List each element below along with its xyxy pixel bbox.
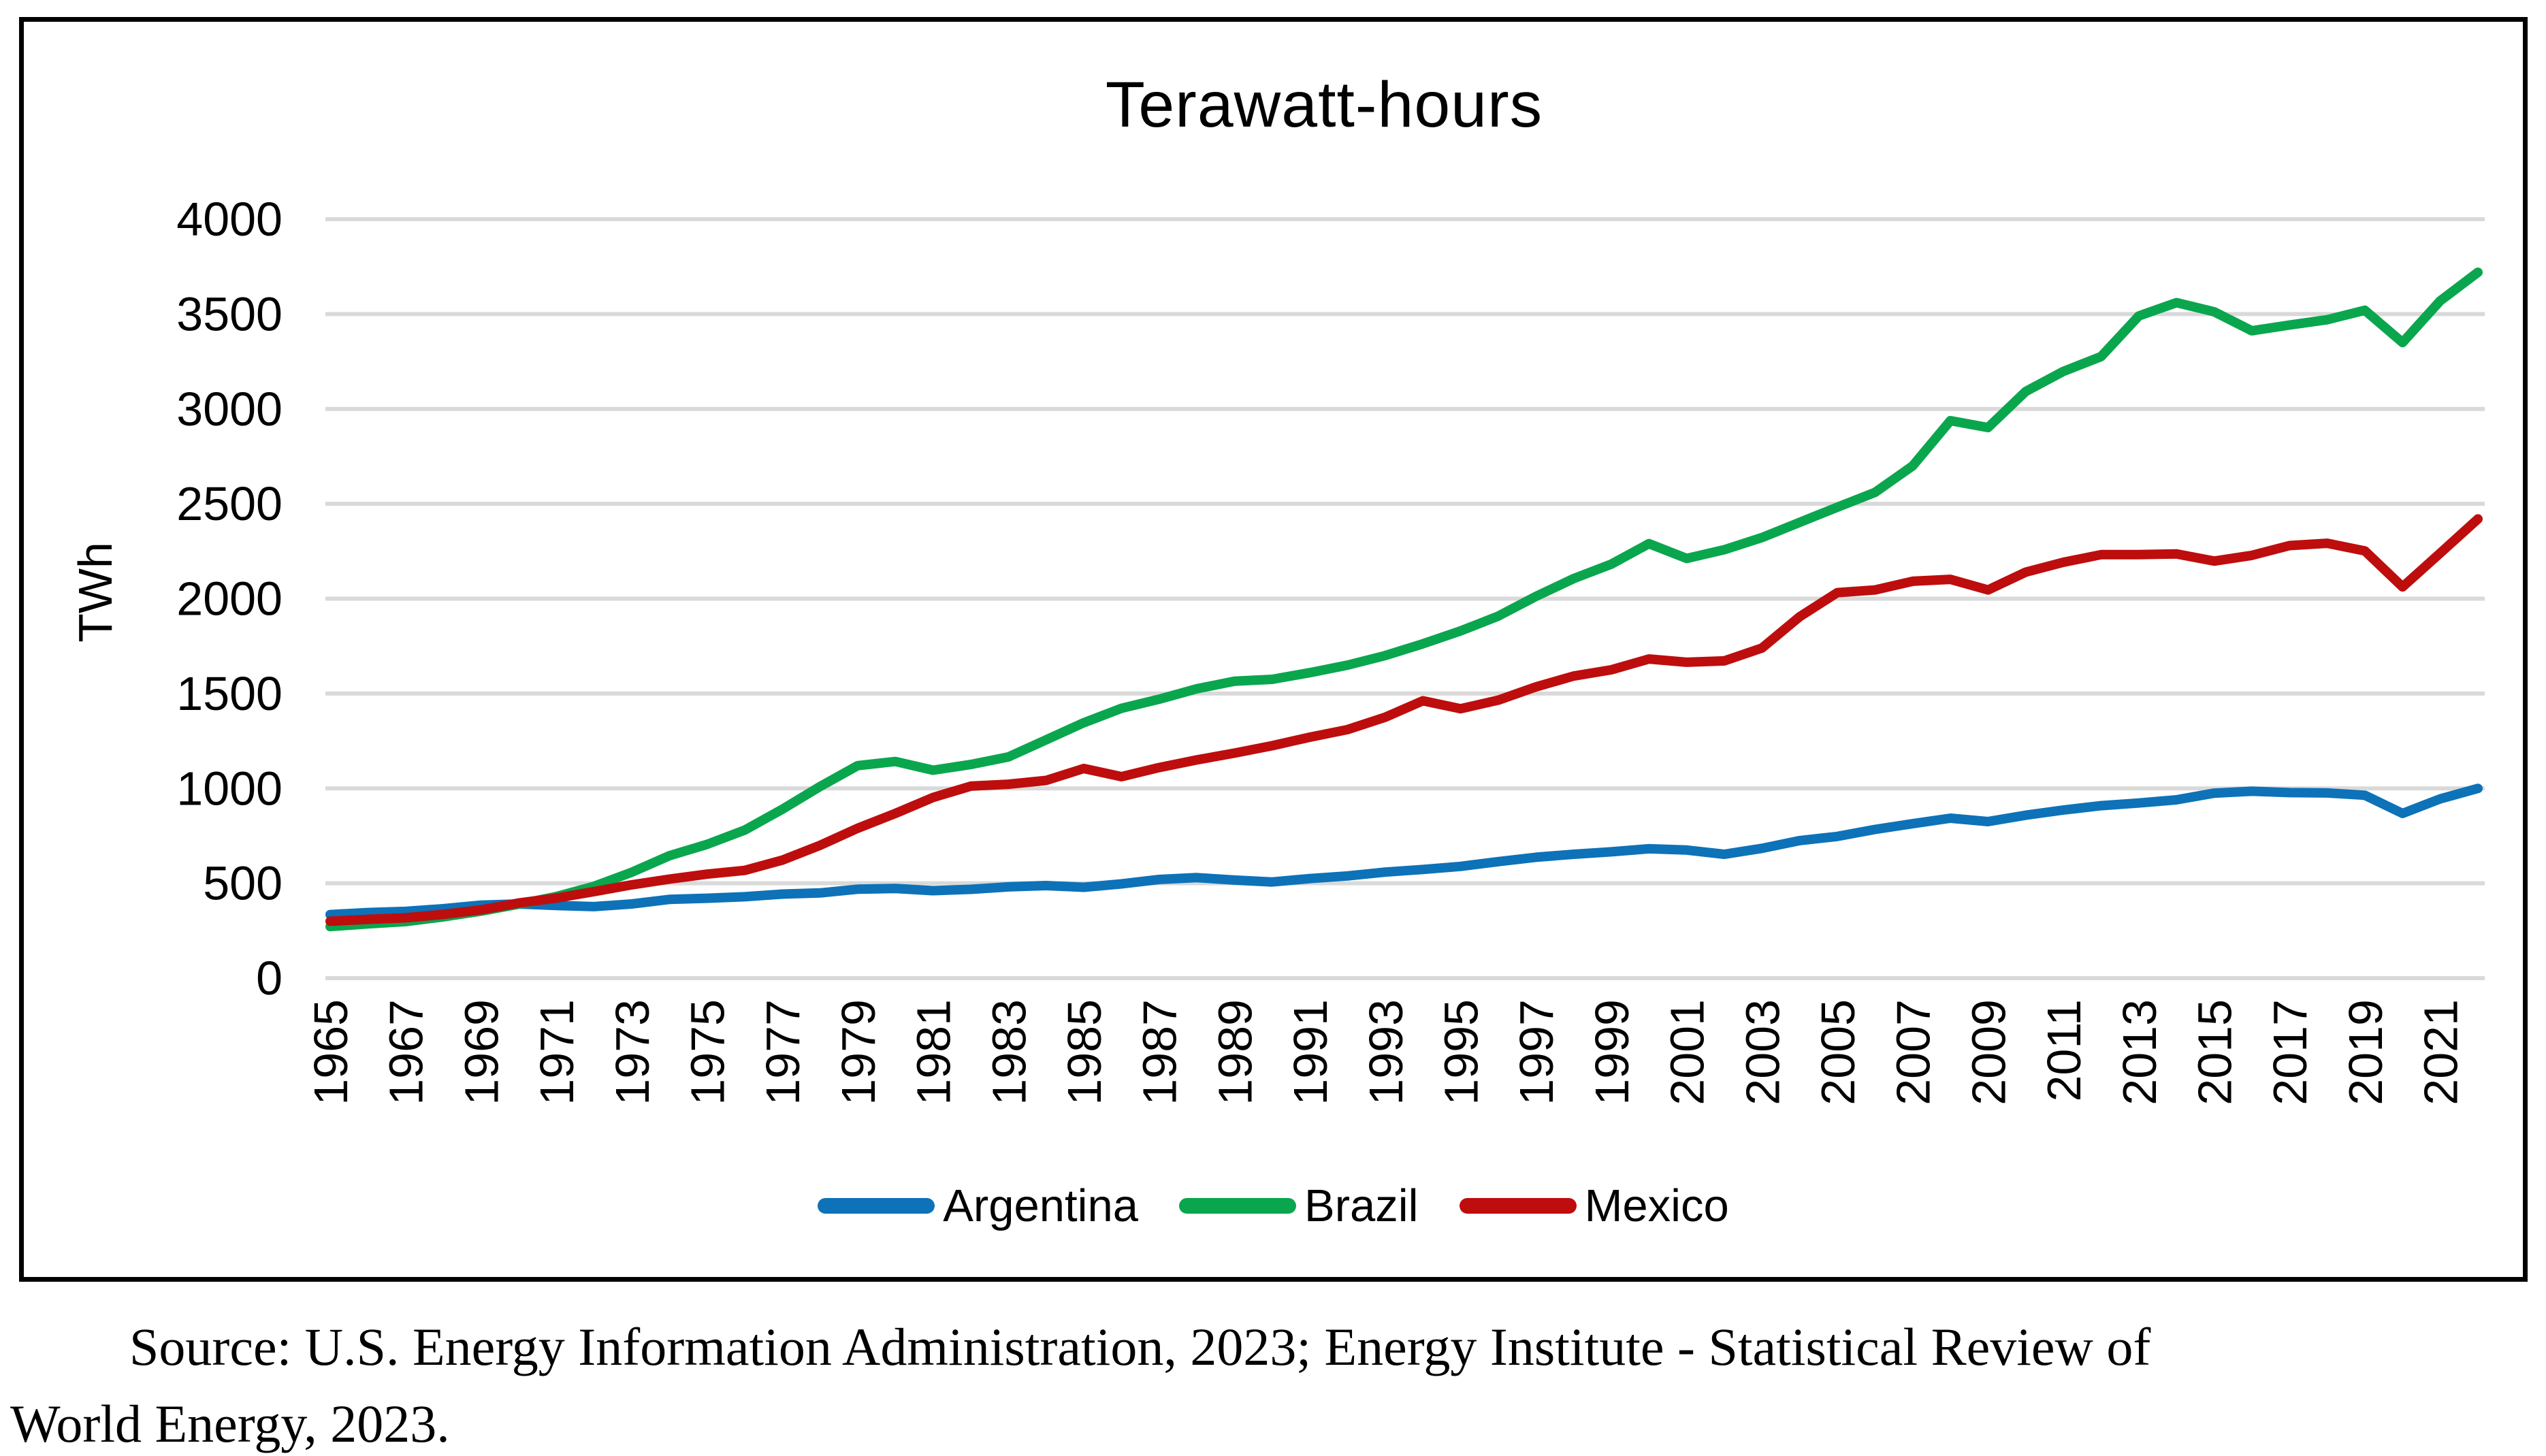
source-line-1: Source: U.S. Energy Information Administ…	[129, 1317, 2151, 1376]
legend-swatch-brazil	[1179, 1198, 1297, 1214]
svg-text:1965: 1965	[304, 999, 357, 1105]
svg-text:1971: 1971	[530, 999, 583, 1105]
svg-text:1997: 1997	[1510, 999, 1563, 1105]
svg-text:500: 500	[203, 857, 283, 910]
svg-text:2007: 2007	[1887, 999, 1940, 1105]
svg-text:2003: 2003	[1736, 999, 1789, 1105]
svg-text:2000: 2000	[176, 572, 283, 626]
svg-text:1500: 1500	[176, 667, 283, 720]
svg-text:1999: 1999	[1585, 999, 1639, 1105]
legend-label-argentina: Argentina	[943, 1180, 1139, 1231]
source-line-2: World Energy, 2023.	[10, 1394, 450, 1453]
y-axis-title: TWh	[69, 542, 122, 643]
svg-text:2009: 2009	[1962, 999, 2015, 1105]
svg-text:1000: 1000	[176, 762, 283, 815]
source-note: Source: U.S. Energy Information Administ…	[10, 1308, 2546, 1456]
svg-text:2017: 2017	[2263, 999, 2317, 1105]
svg-text:0: 0	[256, 952, 283, 1005]
legend-label-mexico: Mexico	[1584, 1180, 1729, 1231]
svg-text:2001: 2001	[1661, 999, 1714, 1105]
svg-text:2013: 2013	[2113, 999, 2166, 1105]
svg-text:1973: 1973	[606, 999, 659, 1105]
line-argentina	[325, 783, 2483, 920]
svg-text:2019: 2019	[2339, 999, 2392, 1105]
svg-text:1993: 1993	[1359, 999, 1413, 1105]
svg-text:1979: 1979	[832, 999, 885, 1105]
svg-text:1987: 1987	[1133, 999, 1187, 1105]
svg-text:4000: 4000	[176, 193, 283, 246]
svg-text:3500: 3500	[176, 287, 283, 340]
svg-text:1975: 1975	[681, 999, 735, 1105]
svg-text:2005: 2005	[1811, 999, 1865, 1105]
svg-text:2011: 2011	[2037, 999, 2091, 1102]
svg-text:1985: 1985	[1058, 999, 1111, 1105]
legend-item-mexico: Mexico	[1459, 1180, 1729, 1232]
x-axis-tick-labels: 1965 1967 1969 1971 1973 1975 1977 1979 1981 1983…	[304, 999, 2468, 1105]
svg-text:1995: 1995	[1435, 999, 1488, 1105]
chart-title: Terawatt-hours	[1105, 69, 1543, 141]
svg-text:1983: 1983	[982, 999, 1035, 1105]
figure-border	[19, 17, 2528, 1282]
data-series-lines	[325, 268, 2483, 932]
svg-text:1981: 1981	[907, 999, 961, 1105]
y-axis-tick-labels: 0 500 1000 1500 2000 2500 3000 3500 4000	[176, 193, 283, 1005]
legend-item-argentina: Argentina	[818, 1180, 1138, 1232]
legend-swatch-mexico	[1459, 1198, 1577, 1214]
svg-text:1991: 1991	[1284, 999, 1337, 1105]
svg-text:1977: 1977	[756, 999, 809, 1105]
svg-text:2500: 2500	[176, 477, 283, 530]
line-mexico	[325, 514, 2483, 926]
legend-swatch-argentina	[818, 1198, 935, 1214]
line-brazil	[325, 268, 2483, 932]
svg-text:1967: 1967	[380, 999, 433, 1105]
gridlines	[325, 217, 2485, 980]
legend: Argentina Brazil Mexico	[19, 1180, 2528, 1232]
legend-label-brazil: Brazil	[1304, 1180, 1419, 1231]
svg-text:1969: 1969	[455, 999, 508, 1105]
legend-item-brazil: Brazil	[1179, 1180, 1419, 1232]
svg-text:2021: 2021	[2415, 999, 2468, 1105]
svg-text:2015: 2015	[2189, 999, 2242, 1105]
svg-text:3000: 3000	[176, 383, 283, 436]
svg-text:1989: 1989	[1208, 999, 1261, 1105]
